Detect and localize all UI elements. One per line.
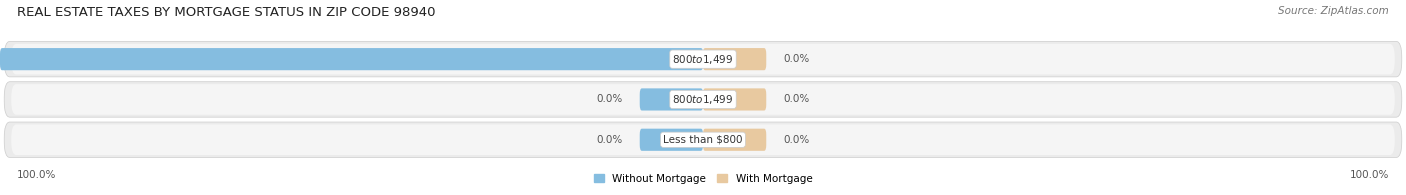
Text: $800 to $1,499: $800 to $1,499: [672, 93, 734, 106]
FancyBboxPatch shape: [4, 82, 1402, 117]
Legend: Without Mortgage, With Mortgage: Without Mortgage, With Mortgage: [589, 169, 817, 188]
FancyBboxPatch shape: [703, 48, 766, 70]
FancyBboxPatch shape: [703, 88, 766, 111]
FancyBboxPatch shape: [11, 84, 1395, 115]
FancyBboxPatch shape: [11, 44, 1395, 74]
FancyBboxPatch shape: [703, 129, 766, 151]
Text: Source: ZipAtlas.com: Source: ZipAtlas.com: [1278, 6, 1389, 16]
Text: 0.0%: 0.0%: [783, 135, 810, 145]
FancyBboxPatch shape: [0, 48, 703, 70]
Text: 100.0%: 100.0%: [17, 170, 56, 181]
FancyBboxPatch shape: [640, 129, 703, 151]
Text: 0.0%: 0.0%: [783, 54, 810, 64]
FancyBboxPatch shape: [4, 122, 1402, 158]
Text: $800 to $1,499: $800 to $1,499: [672, 53, 734, 66]
FancyBboxPatch shape: [11, 124, 1395, 155]
Text: 100.0%: 100.0%: [1350, 170, 1389, 181]
Text: 0.0%: 0.0%: [596, 135, 623, 145]
Text: Less than $800: Less than $800: [664, 135, 742, 145]
Text: REAL ESTATE TAXES BY MORTGAGE STATUS IN ZIP CODE 98940: REAL ESTATE TAXES BY MORTGAGE STATUS IN …: [17, 6, 436, 19]
FancyBboxPatch shape: [640, 88, 703, 111]
Text: 0.0%: 0.0%: [783, 94, 810, 105]
FancyBboxPatch shape: [4, 41, 1402, 77]
Text: 0.0%: 0.0%: [596, 94, 623, 105]
